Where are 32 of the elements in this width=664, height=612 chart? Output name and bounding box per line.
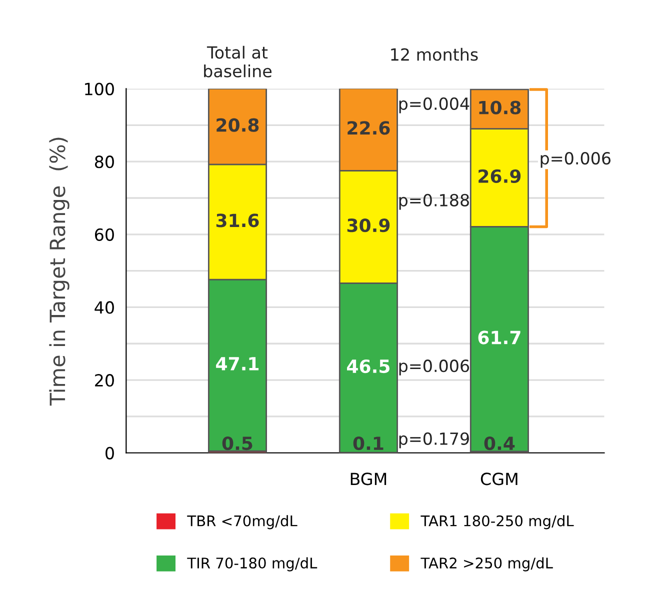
y-tick-label: 80 — [94, 156, 114, 168]
data-label: 46.5 — [347, 359, 390, 374]
data-label: 0.1 — [353, 436, 384, 450]
data-label: 0.5 — [222, 436, 252, 450]
text: Total at baseline — [204, 46, 272, 78]
legend-label: TIR 70-180 mg/dL — [187, 557, 318, 572]
y-tick-label: 0 — [106, 446, 114, 460]
y-tick-label: 40 — [94, 301, 114, 314]
legend-label: TBR <70mg/dL — [187, 515, 298, 530]
y-tick-label: 20 — [95, 374, 114, 387]
annotation: p=0.006 — [540, 152, 610, 168]
data-label: 0.4 — [484, 436, 515, 450]
data-label: 30.9 — [347, 218, 390, 232]
data-label: 22.6 — [348, 121, 390, 135]
data-label: 10.8 — [479, 100, 521, 114]
annotation: p=0.006 — [399, 360, 470, 376]
text: 12 months — [391, 48, 478, 61]
y-tick-label: 100 — [85, 82, 114, 96]
annotation: p=0.004 — [399, 97, 470, 114]
x-tick-label: BGM — [350, 472, 386, 486]
data-label: 26.9 — [478, 169, 521, 184]
x-tick-label: CGM — [480, 472, 518, 486]
data-label: 31.6 — [216, 214, 259, 228]
data-label: 20.8 — [216, 118, 259, 132]
annotation: p=0.179 — [399, 432, 469, 448]
legend-label: TAR2 >250 mg/dL — [420, 557, 553, 572]
data-label: 61.7 — [478, 330, 520, 344]
y-axis-title: Time in Target Range (%) — [49, 138, 70, 406]
annotation: p=0.188 — [399, 194, 469, 210]
data-label: 47.1 — [216, 357, 259, 370]
y-tick-label: 60 — [95, 228, 114, 241]
legend-label: TAR1 180-250 mg/dL — [420, 515, 574, 530]
